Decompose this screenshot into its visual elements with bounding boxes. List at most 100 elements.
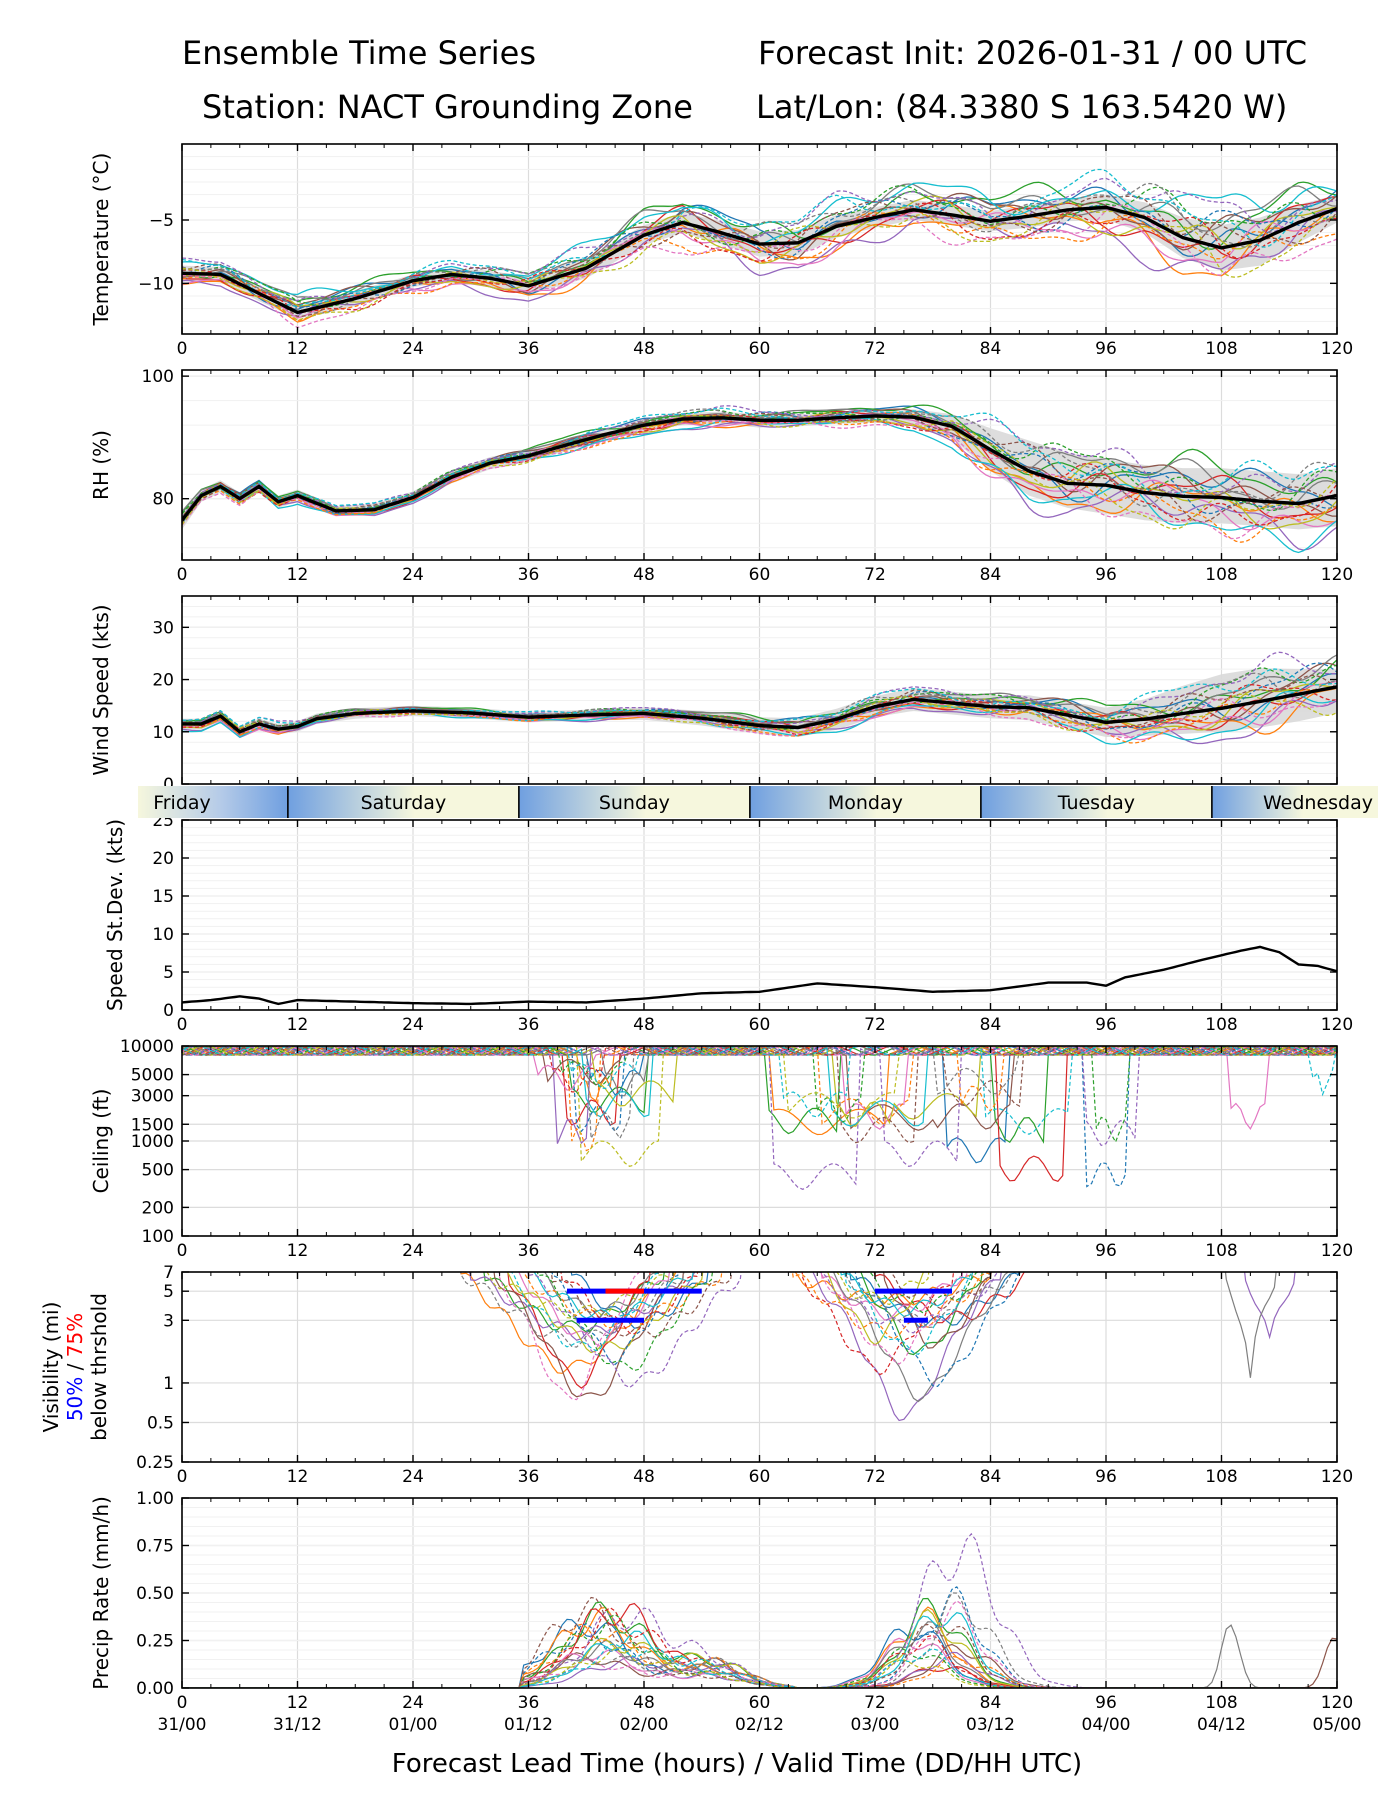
day-segment — [138, 786, 288, 818]
day-label: Wednesday — [1263, 792, 1373, 814]
panel-ceiling: 0 12 24 36 48 60 72 84 96 108 120 100 200 500 10001500… — [89, 1037, 1353, 1261]
x-tick-label: 108 — [1205, 1241, 1237, 1261]
rh-ylabel: RH (%) — [89, 430, 113, 500]
y-tick-label: 1000 — [131, 1132, 174, 1152]
x-tick-label: 72 — [864, 565, 886, 585]
x-tick-label: 12 — [287, 1693, 309, 1713]
y-tick-label: 80 — [152, 490, 174, 510]
figure-title: Ensemble Time Series — [182, 34, 536, 72]
y-tick-label: 0.50 — [136, 1584, 174, 1604]
y-tick-label: 0.25 — [136, 1453, 174, 1473]
y-tick-label: 30 — [152, 618, 174, 638]
x-tick-label: 0 — [177, 565, 188, 585]
x-tick-label: 0 — [177, 1015, 188, 1035]
x-tick-label: 48 — [633, 339, 655, 359]
wind_speed-ylabel: Wind Speed (kts) — [89, 604, 113, 775]
x-tick-label: 96 — [1095, 1693, 1117, 1713]
x-tick-label: 108 — [1205, 1693, 1237, 1713]
day-label: Saturday — [361, 792, 447, 814]
y-tick-label: 1.00 — [136, 1489, 174, 1509]
x-tick-label: 60 — [749, 1467, 771, 1487]
rh-member-line — [182, 407, 1337, 520]
legend-75-percent: 75% — [63, 1313, 87, 1357]
panel-precip_rate: 0 12 24 36 48 60 72 84 96 108 120 0.00 0.25 0.50 0.75 1… — [89, 1489, 1353, 1713]
y-tick-label: 10000 — [120, 1037, 174, 1057]
x-tick-label: 12 — [287, 1015, 309, 1035]
x-tick-label: 120 — [1321, 1015, 1353, 1035]
x-tick-label: 48 — [633, 1467, 655, 1487]
stdev-line — [182, 945, 1337, 1006]
temperature-ensemble-mean — [182, 205, 1337, 315]
valid-time-label: 03/12 — [966, 1715, 1015, 1735]
x-tick-label: 12 — [287, 339, 309, 359]
temperature-member-line — [182, 202, 1337, 313]
temperature-member-line — [182, 199, 1337, 309]
y-tick-label: 0 — [163, 1001, 174, 1021]
lat-lon: Lat/Lon: (84.3380 S 163.5420 W) — [756, 88, 1288, 126]
y-tick-label: 20 — [152, 671, 174, 691]
x-tick-label: 24 — [402, 1467, 424, 1487]
valid-time-label: 04/12 — [1197, 1715, 1246, 1735]
x-tick-label: 120 — [1321, 1467, 1353, 1487]
y-tick-label: 100 — [142, 1227, 174, 1247]
ceiling-grid — [181, 1045, 1338, 1237]
speed_stdev-plot — [182, 945, 1337, 1006]
x-tick-label: 48 — [633, 565, 655, 585]
x-tick-label: 96 — [1095, 1015, 1117, 1035]
x-tick-label: 84 — [980, 1693, 1002, 1713]
legend-50-percent: 50% — [63, 1377, 87, 1421]
x-tick-label: 108 — [1205, 1015, 1237, 1035]
speed_stdev-ylabel: Speed St.Dev. (kts) — [103, 819, 127, 1011]
panel-wind_speed: 012243648607284961081200102030Wind Speed… — [89, 595, 1353, 809]
y-tick-label: 5 — [163, 1282, 174, 1302]
x-tick-label: 96 — [1095, 339, 1117, 359]
day-segment — [749, 786, 981, 818]
day-segment — [1211, 786, 1378, 818]
precip-member-line — [182, 1532, 1337, 1688]
x-tick-label: 60 — [749, 565, 771, 585]
valid-time-label: 31/12 — [273, 1715, 322, 1735]
x-tick-label: 120 — [1321, 1693, 1353, 1713]
visibility-threshold-caption: below thrshold — [87, 1293, 111, 1441]
valid-time-label: 01/00 — [389, 1715, 438, 1735]
day-label: Friday — [153, 792, 211, 814]
rh-ensemble-mean — [182, 414, 1337, 522]
y-tick-label: 5000 — [131, 1066, 174, 1086]
ceiling-member-line — [182, 1046, 1337, 1190]
valid-time-label: 31/00 — [158, 1715, 207, 1735]
x-tick-label: 84 — [980, 339, 1002, 359]
y-tick-label: 0.00 — [136, 1679, 174, 1699]
valid-time-label: 04/00 — [1082, 1715, 1131, 1735]
rh-member-line — [182, 411, 1337, 519]
wind_speed-member-line — [182, 651, 1337, 728]
x-tick-label: 48 — [633, 1015, 655, 1035]
x-tick-label: 48 — [633, 1693, 655, 1713]
wind_speed-member-line — [182, 698, 1337, 739]
panel-rh: 0 12 24 36 48 60 72 84 96 108 120 80 100 RH (%) — [89, 367, 1353, 585]
x-tick-label: 108 — [1205, 565, 1237, 585]
speed_stdev-grid — [181, 819, 1338, 1011]
y-tick-label: −10 — [138, 274, 174, 294]
x-tick-label: 120 — [1321, 565, 1353, 585]
x-tick-label: 72 — [864, 1241, 886, 1261]
temperature-member-line — [182, 195, 1337, 318]
x-tick-label: 0 — [177, 1241, 188, 1261]
valid-time-labels: 31/00 31/12 01/00 01/12 02/00 02/12 03/00 03/12… — [158, 1715, 1362, 1735]
ceiling-member-line — [182, 1046, 1337, 1056]
x-tick-label: 96 — [1095, 565, 1117, 585]
x-tick-label: 12 — [287, 565, 309, 585]
day-label: Monday — [828, 792, 903, 814]
precip-member-line — [182, 1592, 1337, 1688]
y-tick-label: 0 — [163, 775, 174, 795]
precip-member-line — [182, 1643, 1337, 1688]
x-tick-label: 36 — [518, 565, 540, 585]
wind_speed-grid — [181, 595, 1338, 785]
x-tick-label: 60 — [749, 1015, 771, 1035]
x-tick-label: 36 — [518, 1693, 540, 1713]
x-tick-label: 72 — [864, 1467, 886, 1487]
y-tick-label: 10 — [152, 723, 174, 743]
temperature-ylabel: Temperature (°C) — [89, 153, 113, 327]
rh-plot — [182, 404, 1337, 554]
x-tick-label: 12 — [287, 1241, 309, 1261]
